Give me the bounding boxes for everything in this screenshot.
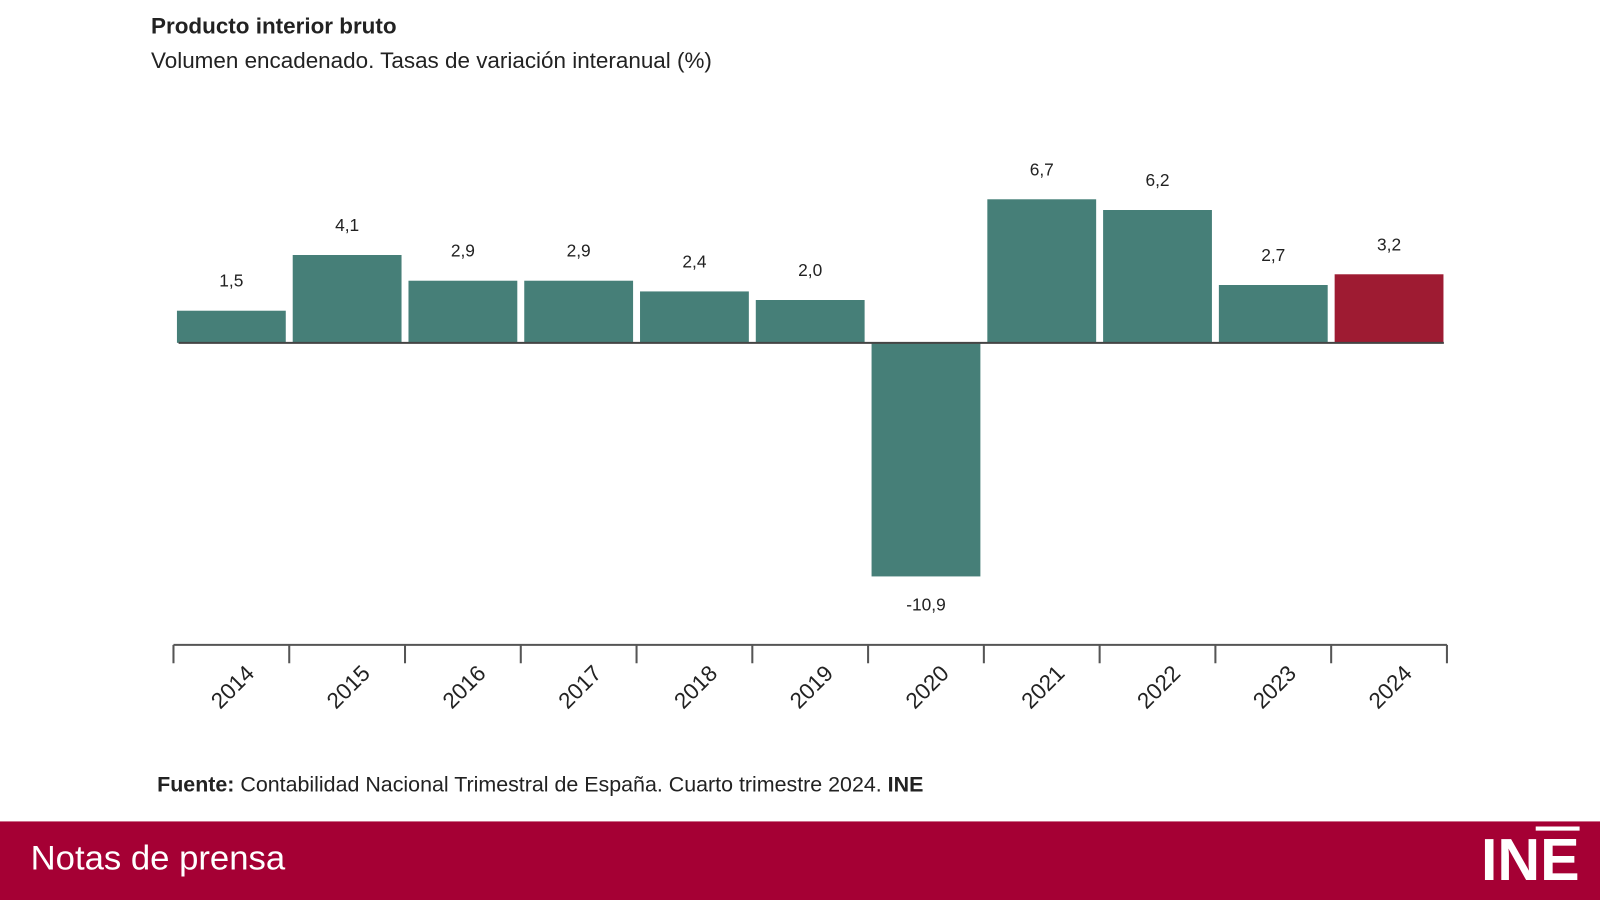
data-label: 1,5	[219, 271, 243, 291]
footer-banner	[0, 821, 1600, 900]
source: Fuente: Contabilidad Nacional Trimestral…	[157, 772, 923, 796]
source-org: INE	[888, 772, 924, 796]
data-label: 3,2	[1377, 234, 1401, 254]
data-label: -10,9	[906, 595, 946, 615]
footer-title: Notas de prensa	[31, 839, 286, 877]
bar	[755, 300, 865, 343]
bar	[524, 280, 634, 343]
bar	[408, 280, 518, 343]
data-label: 4,1	[335, 215, 359, 235]
bar	[176, 310, 286, 343]
chart-title: Producto interior bruto	[151, 13, 397, 38]
bar	[871, 342, 981, 577]
data-label: 2,7	[1261, 245, 1285, 265]
logo: INE	[1481, 826, 1580, 893]
data-label: 2,4	[682, 251, 706, 271]
bar	[1334, 274, 1444, 343]
data-label: 2,0	[798, 260, 822, 280]
chart-subtitle: Volumen encadenado. Tasas de variación i…	[151, 48, 712, 73]
source-label: Fuente:	[157, 772, 234, 796]
bar	[1218, 285, 1328, 343]
bar	[987, 199, 1097, 343]
bar	[640, 291, 749, 343]
source-text: Contabilidad Nacional Trimestral de Espa…	[240, 772, 881, 796]
plot: 1,520144,120152,920162,920172,420182,020…	[172, 159, 1448, 713]
data-label: 2,9	[567, 241, 591, 261]
data-label: 6,2	[1145, 170, 1169, 190]
bar	[292, 255, 402, 343]
data-label: 2,9	[451, 241, 475, 261]
data-label: 6,7	[1030, 159, 1054, 179]
bar	[1103, 210, 1212, 343]
